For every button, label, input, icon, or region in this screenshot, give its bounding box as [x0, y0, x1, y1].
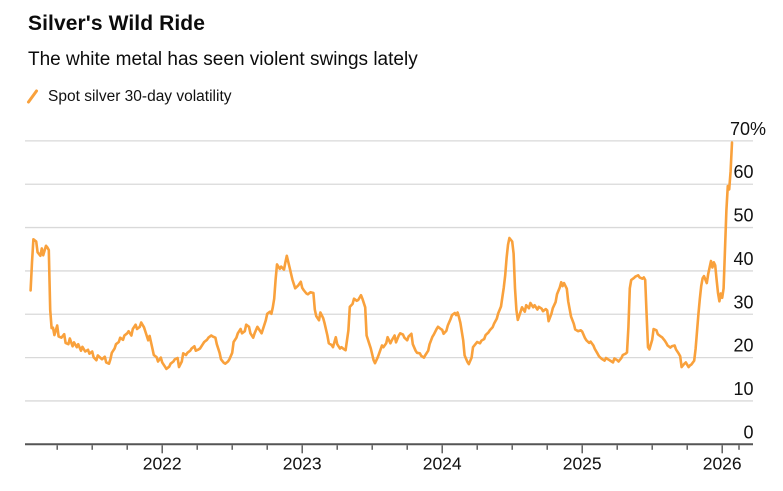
legend-label: Spot silver 30-day volatility	[48, 88, 232, 105]
legend-slash-icon	[27, 89, 38, 104]
x-tick-label: 2026	[703, 453, 742, 473]
y-tick-label: 60	[733, 162, 753, 182]
volatility-line	[29, 141, 734, 371]
chart-subtitle: The white metal has seen violent swings …	[28, 49, 418, 70]
x-tick-label: 2024	[423, 453, 462, 473]
y-tick-label: 50	[733, 206, 753, 226]
y-tick-label: 70%	[730, 119, 766, 139]
x-tick-label: 2023	[283, 453, 322, 473]
chart-title: Silver's Wild Ride	[28, 12, 205, 35]
x-tick-label: 2025	[563, 453, 602, 473]
y-tick-label: 30	[733, 292, 753, 312]
y-tick-label: 40	[733, 249, 753, 269]
x-tick-label: 2022	[143, 453, 182, 473]
chart-legend: Spot silver 30-day volatility	[26, 87, 232, 106]
y-tick-label: 10	[733, 379, 753, 399]
y-tick-label: 0	[743, 422, 753, 442]
y-tick-label: 20	[733, 336, 753, 356]
